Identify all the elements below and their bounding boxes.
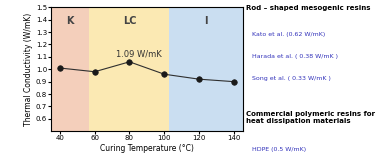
Y-axis label: Thermal Conductivity (W/mK): Thermal Conductivity (W/mK) [24, 13, 33, 126]
Text: HDPE (0.5 W/mK): HDPE (0.5 W/mK) [252, 147, 307, 152]
Bar [169, 7, 243, 131]
Text: Song et al. ( 0.33 W/mK ): Song et al. ( 0.33 W/mK ) [252, 76, 331, 81]
Bar [51, 7, 89, 131]
X-axis label: Curing Temperature (°C): Curing Temperature (°C) [100, 144, 194, 153]
Text: I: I [204, 16, 208, 26]
Text: LC: LC [123, 16, 136, 26]
Text: K: K [67, 16, 74, 26]
Text: Kato et al. (0.62 W/mK): Kato et al. (0.62 W/mK) [252, 32, 326, 37]
Text: Commercial polymeric resins for
heat dissipation materials: Commercial polymeric resins for heat dis… [246, 111, 374, 124]
Text: 1.09 W/mK: 1.09 W/mK [116, 50, 161, 59]
Bar [89, 7, 169, 131]
Text: Rod – shaped mesogenic resins: Rod – shaped mesogenic resins [246, 5, 370, 11]
Text: Harada et al. ( 0.38 W/mK ): Harada et al. ( 0.38 W/mK ) [252, 54, 338, 59]
